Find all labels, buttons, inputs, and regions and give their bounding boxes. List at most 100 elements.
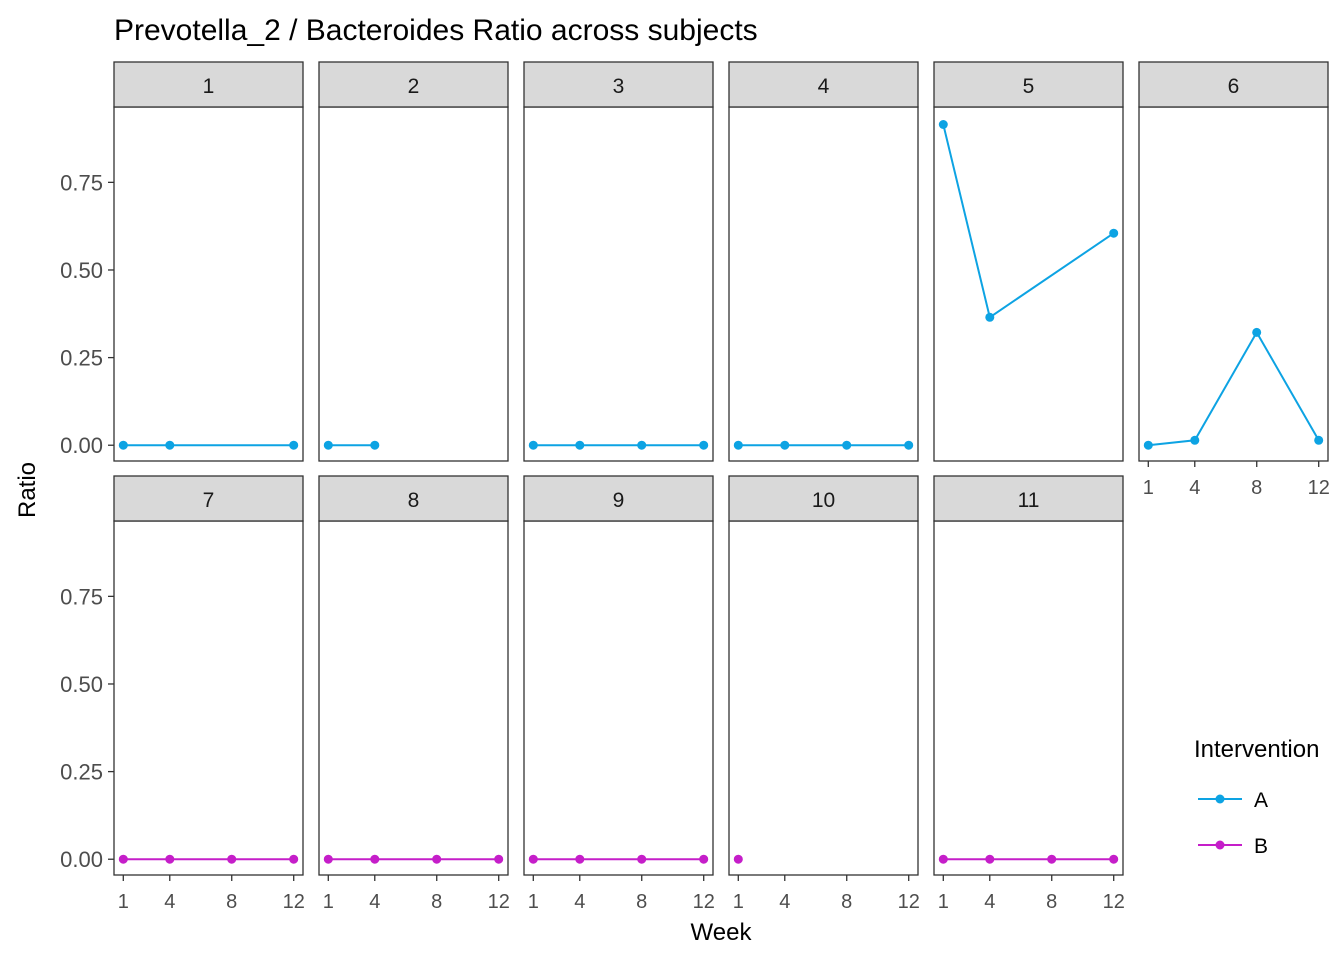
x-tick-label: 4 (164, 891, 175, 913)
panel-8-data-point (432, 854, 442, 864)
panel-1-strip-label: 1 (203, 75, 215, 98)
legend-label-A: A (1254, 789, 1268, 812)
panel-7-data-point (118, 854, 128, 864)
panel-5-strip (933, 61, 1124, 108)
x-tick-label: 8 (431, 891, 442, 913)
panel-7-data-point (289, 854, 299, 864)
panel-2-strip-label: 2 (408, 75, 420, 98)
panel-4-data-point (780, 440, 790, 450)
legend-key-point-B (1215, 840, 1225, 850)
legend-title: Intervention (1194, 736, 1319, 763)
x-tick-label: 1 (733, 891, 744, 913)
panel-8-data-point (370, 854, 380, 864)
x-tick-label: 1 (1143, 477, 1154, 499)
panel-10-strip (728, 475, 919, 522)
panel-10-data-point (733, 854, 743, 864)
panel-9-background (523, 520, 714, 876)
panel-2-data-point (323, 440, 333, 450)
panel-1-data-point (165, 440, 175, 450)
x-tick-label: 12 (488, 891, 510, 913)
x-tick-label: 4 (574, 891, 585, 913)
panel-5-strip-label: 5 (1023, 75, 1035, 98)
legend: Intervention AB (1194, 736, 1319, 858)
y-axis-title: Ratio (14, 462, 41, 518)
panel-7-data-point (165, 854, 175, 864)
panel-1-strip (113, 61, 304, 108)
panel-5-data-point (985, 312, 995, 322)
x-tick-label: 12 (1308, 477, 1330, 499)
x-tick-label: 12 (1103, 891, 1125, 913)
panel-7-background (113, 520, 304, 876)
y-tick-label: 0.50 (60, 672, 103, 697)
x-tick-label: 4 (984, 891, 995, 913)
y-tick-label: 0.00 (60, 847, 103, 872)
panel-11-strip-label: 11 (1018, 489, 1040, 512)
panel-6-data-point (1190, 435, 1200, 445)
panel-5-data-point (938, 120, 948, 129)
panel-8-data-point (494, 854, 504, 864)
panel-3-strip-label: 3 (613, 75, 625, 98)
x-tick-label: 12 (898, 891, 920, 913)
panel-6-data-point (1314, 435, 1324, 445)
panel-8-strip (318, 475, 509, 522)
x-tick-label: 1 (118, 891, 129, 913)
y-tick-label: 0.25 (60, 760, 103, 785)
panel-2-background (318, 106, 509, 462)
panel-11-background (933, 520, 1124, 876)
x-tick-label: 12 (283, 891, 305, 913)
panel-1-data-point (118, 440, 128, 450)
panel-4-strip-label: 4 (818, 75, 830, 98)
panel-11-data-point (1047, 854, 1057, 864)
y-tick-label: 0.50 (60, 258, 103, 283)
legend-key-point-A (1215, 794, 1225, 804)
x-tick-label: 1 (938, 891, 949, 913)
panel-6-strip-label: 6 (1228, 75, 1240, 98)
panel-9-strip (523, 475, 714, 522)
panel-8-strip-label: 8 (408, 489, 420, 512)
panel-3-background (523, 106, 714, 462)
panel-3-strip (523, 61, 714, 108)
panel-9-data-point (637, 854, 647, 864)
y-tick-label: 0.25 (60, 346, 103, 371)
panel-4-data-point (842, 440, 852, 450)
x-tick-label: 1 (528, 891, 539, 913)
panel-7-strip (113, 475, 304, 522)
panel-11-data-point (1109, 854, 1119, 864)
panel-6-strip (1138, 61, 1329, 108)
legend-label-B: B (1254, 835, 1268, 858)
x-tick-label: 1 (323, 891, 334, 913)
panel-2-strip (318, 61, 509, 108)
panel-1-data-point (289, 440, 299, 450)
panel-4-data-point (904, 440, 914, 450)
x-axis-title: Week (691, 919, 753, 946)
y-tick-label: 0.75 (60, 584, 103, 609)
x-tick-label: 4 (779, 891, 790, 913)
x-tick-label: 8 (1251, 477, 1262, 499)
panel-11-data-point (938, 854, 948, 864)
x-tick-label: 12 (693, 891, 715, 913)
x-tick-label: 8 (841, 891, 852, 913)
panel-6-data-point (1143, 440, 1153, 450)
panel-11-data-point (985, 854, 995, 864)
panel-8-data-point (323, 854, 333, 864)
panel-9-data-point (699, 854, 709, 864)
panel-6-series-line (1148, 330, 1320, 447)
panel-8-background (318, 520, 509, 876)
panel-1-background (113, 106, 304, 462)
panel-7-data-point (227, 854, 237, 864)
panel-9-strip-label: 9 (613, 489, 625, 512)
panel-6-data-point (1252, 327, 1262, 337)
facet-panels: 1 0.00 0.25 0.50 0.75 2 3 4 5 6 1 4 8 12 7 0.00 0.25 0.50… (60, 61, 1330, 913)
x-tick-label: 4 (1189, 477, 1200, 499)
y-tick-label: 0.75 (60, 170, 103, 195)
panel-5-data-point (1109, 228, 1119, 238)
panel-4-data-point (733, 440, 743, 450)
panel-3-data-point (575, 440, 585, 450)
chart-title: Prevotella_2 / Bacteroides Ratio across … (114, 14, 758, 47)
panel-11-strip (933, 475, 1124, 522)
panel-4-strip (728, 61, 919, 108)
panel-10-background (728, 520, 919, 876)
panel-3-data-point (637, 440, 647, 450)
panel-10-strip-label: 10 (812, 489, 835, 512)
